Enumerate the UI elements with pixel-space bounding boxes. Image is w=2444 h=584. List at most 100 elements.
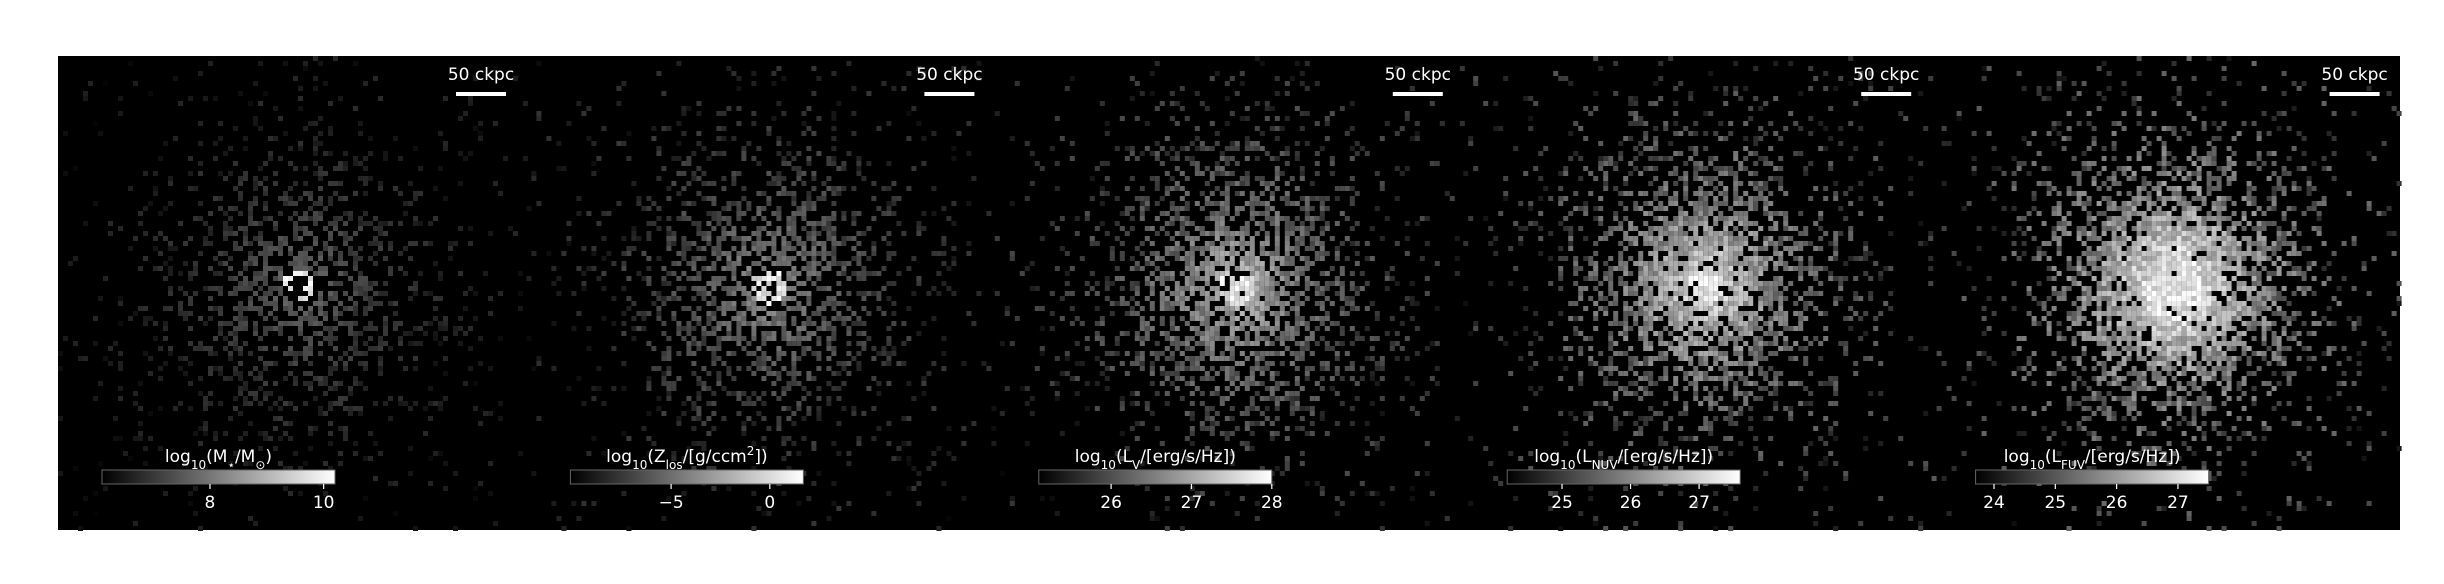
image-pixel	[303, 216, 308, 221]
image-pixel	[1294, 426, 1300, 431]
image-pixel	[1129, 256, 1135, 261]
image-pixel	[188, 271, 193, 276]
image-pixel	[1184, 206, 1190, 211]
image-pixel	[438, 401, 443, 406]
image-pixel	[1603, 376, 1609, 381]
image-pixel	[1289, 226, 1295, 231]
image-pixel	[193, 486, 198, 491]
image-pixel	[881, 351, 887, 356]
image-pixel	[188, 96, 193, 101]
image-pixel	[1214, 166, 1220, 171]
image-pixel	[1633, 236, 1639, 241]
image-pixel	[1568, 246, 1574, 251]
image-pixel	[731, 226, 737, 231]
image-pixel	[1249, 301, 1255, 306]
image-pixel	[393, 301, 398, 306]
image-pixel	[1673, 236, 1679, 241]
image-pixel	[526, 336, 532, 341]
image-pixel	[288, 161, 293, 166]
image-pixel	[681, 186, 687, 191]
image-pixel	[323, 301, 328, 306]
image-pixel	[741, 146, 747, 151]
image-pixel	[318, 296, 323, 301]
image-pixel	[531, 251, 537, 256]
image-pixel	[766, 426, 772, 431]
image-pixel	[586, 211, 592, 216]
image-pixel	[1259, 306, 1265, 311]
image-pixel	[921, 211, 927, 216]
image-pixel	[686, 241, 692, 246]
image-pixel	[1294, 376, 1300, 381]
image-pixel	[786, 371, 792, 376]
image-pixel	[811, 261, 817, 266]
image-pixel	[1209, 176, 1215, 181]
image-pixel	[1214, 296, 1220, 301]
image-pixel	[721, 276, 727, 281]
image-pixel	[836, 191, 842, 196]
image-pixel	[1284, 461, 1290, 466]
image-pixel	[378, 361, 383, 366]
image-pixel	[606, 211, 612, 216]
image-pixel	[1329, 281, 1335, 286]
image-pixel	[1194, 326, 1200, 331]
image-pixel	[1339, 271, 1345, 276]
image-pixel	[666, 246, 672, 251]
image-pixel	[1598, 281, 1604, 286]
image-pixel	[1189, 326, 1195, 331]
image-pixel	[1134, 291, 1140, 296]
image-pixel	[1354, 141, 1360, 146]
image-pixel	[83, 91, 88, 96]
image-pixel	[766, 366, 772, 371]
image-pixel	[716, 251, 722, 256]
image-pixel	[298, 271, 303, 276]
image-pixel	[676, 61, 682, 66]
image-pixel	[771, 261, 777, 266]
image-pixel	[323, 376, 328, 381]
image-pixel	[1279, 286, 1285, 291]
image-pixel	[666, 186, 672, 191]
image-pixel	[233, 291, 238, 296]
image-pixel	[1673, 381, 1679, 386]
image-pixel	[1184, 256, 1190, 261]
image-pixel	[1608, 226, 1614, 231]
image-pixel	[288, 201, 293, 206]
image-pixel	[1099, 191, 1105, 196]
image-pixel	[816, 366, 822, 371]
image-pixel	[1309, 181, 1315, 186]
image-pixel	[891, 321, 897, 326]
image-pixel	[1209, 346, 1215, 351]
image-pixel	[591, 386, 597, 391]
image-pixel	[1543, 146, 1549, 151]
image-pixel	[776, 426, 782, 431]
image-pixel	[881, 236, 887, 241]
image-pixel	[811, 251, 817, 256]
image-pixel	[1658, 281, 1664, 286]
image-pixel	[1299, 81, 1305, 86]
image-pixel	[1224, 296, 1230, 301]
image-pixel	[661, 381, 667, 386]
image-pixel	[736, 76, 742, 81]
image-pixel	[293, 356, 298, 361]
image-pixel	[1224, 171, 1230, 176]
image-pixel	[148, 356, 153, 361]
image-pixel	[1169, 356, 1175, 361]
image-pixel	[1144, 146, 1150, 151]
image-pixel	[1204, 316, 1210, 321]
image-pixel	[328, 366, 333, 371]
image-pixel	[1229, 111, 1235, 116]
image-pixel	[1678, 151, 1684, 156]
image-pixel	[1608, 456, 1614, 461]
image-pixel	[1139, 336, 1145, 341]
image-pixel	[1319, 201, 1325, 206]
image-pixel	[701, 236, 707, 241]
image-pixel	[328, 331, 333, 336]
image-pixel	[781, 286, 787, 291]
image-pixel	[671, 451, 677, 456]
image-pixel	[801, 291, 807, 296]
image-pixel	[766, 181, 772, 186]
image-pixel	[1643, 266, 1649, 271]
image-pixel	[806, 146, 812, 151]
image-pixel	[1389, 486, 1395, 491]
image-pixel	[721, 126, 727, 131]
image-pixel	[1588, 191, 1594, 196]
